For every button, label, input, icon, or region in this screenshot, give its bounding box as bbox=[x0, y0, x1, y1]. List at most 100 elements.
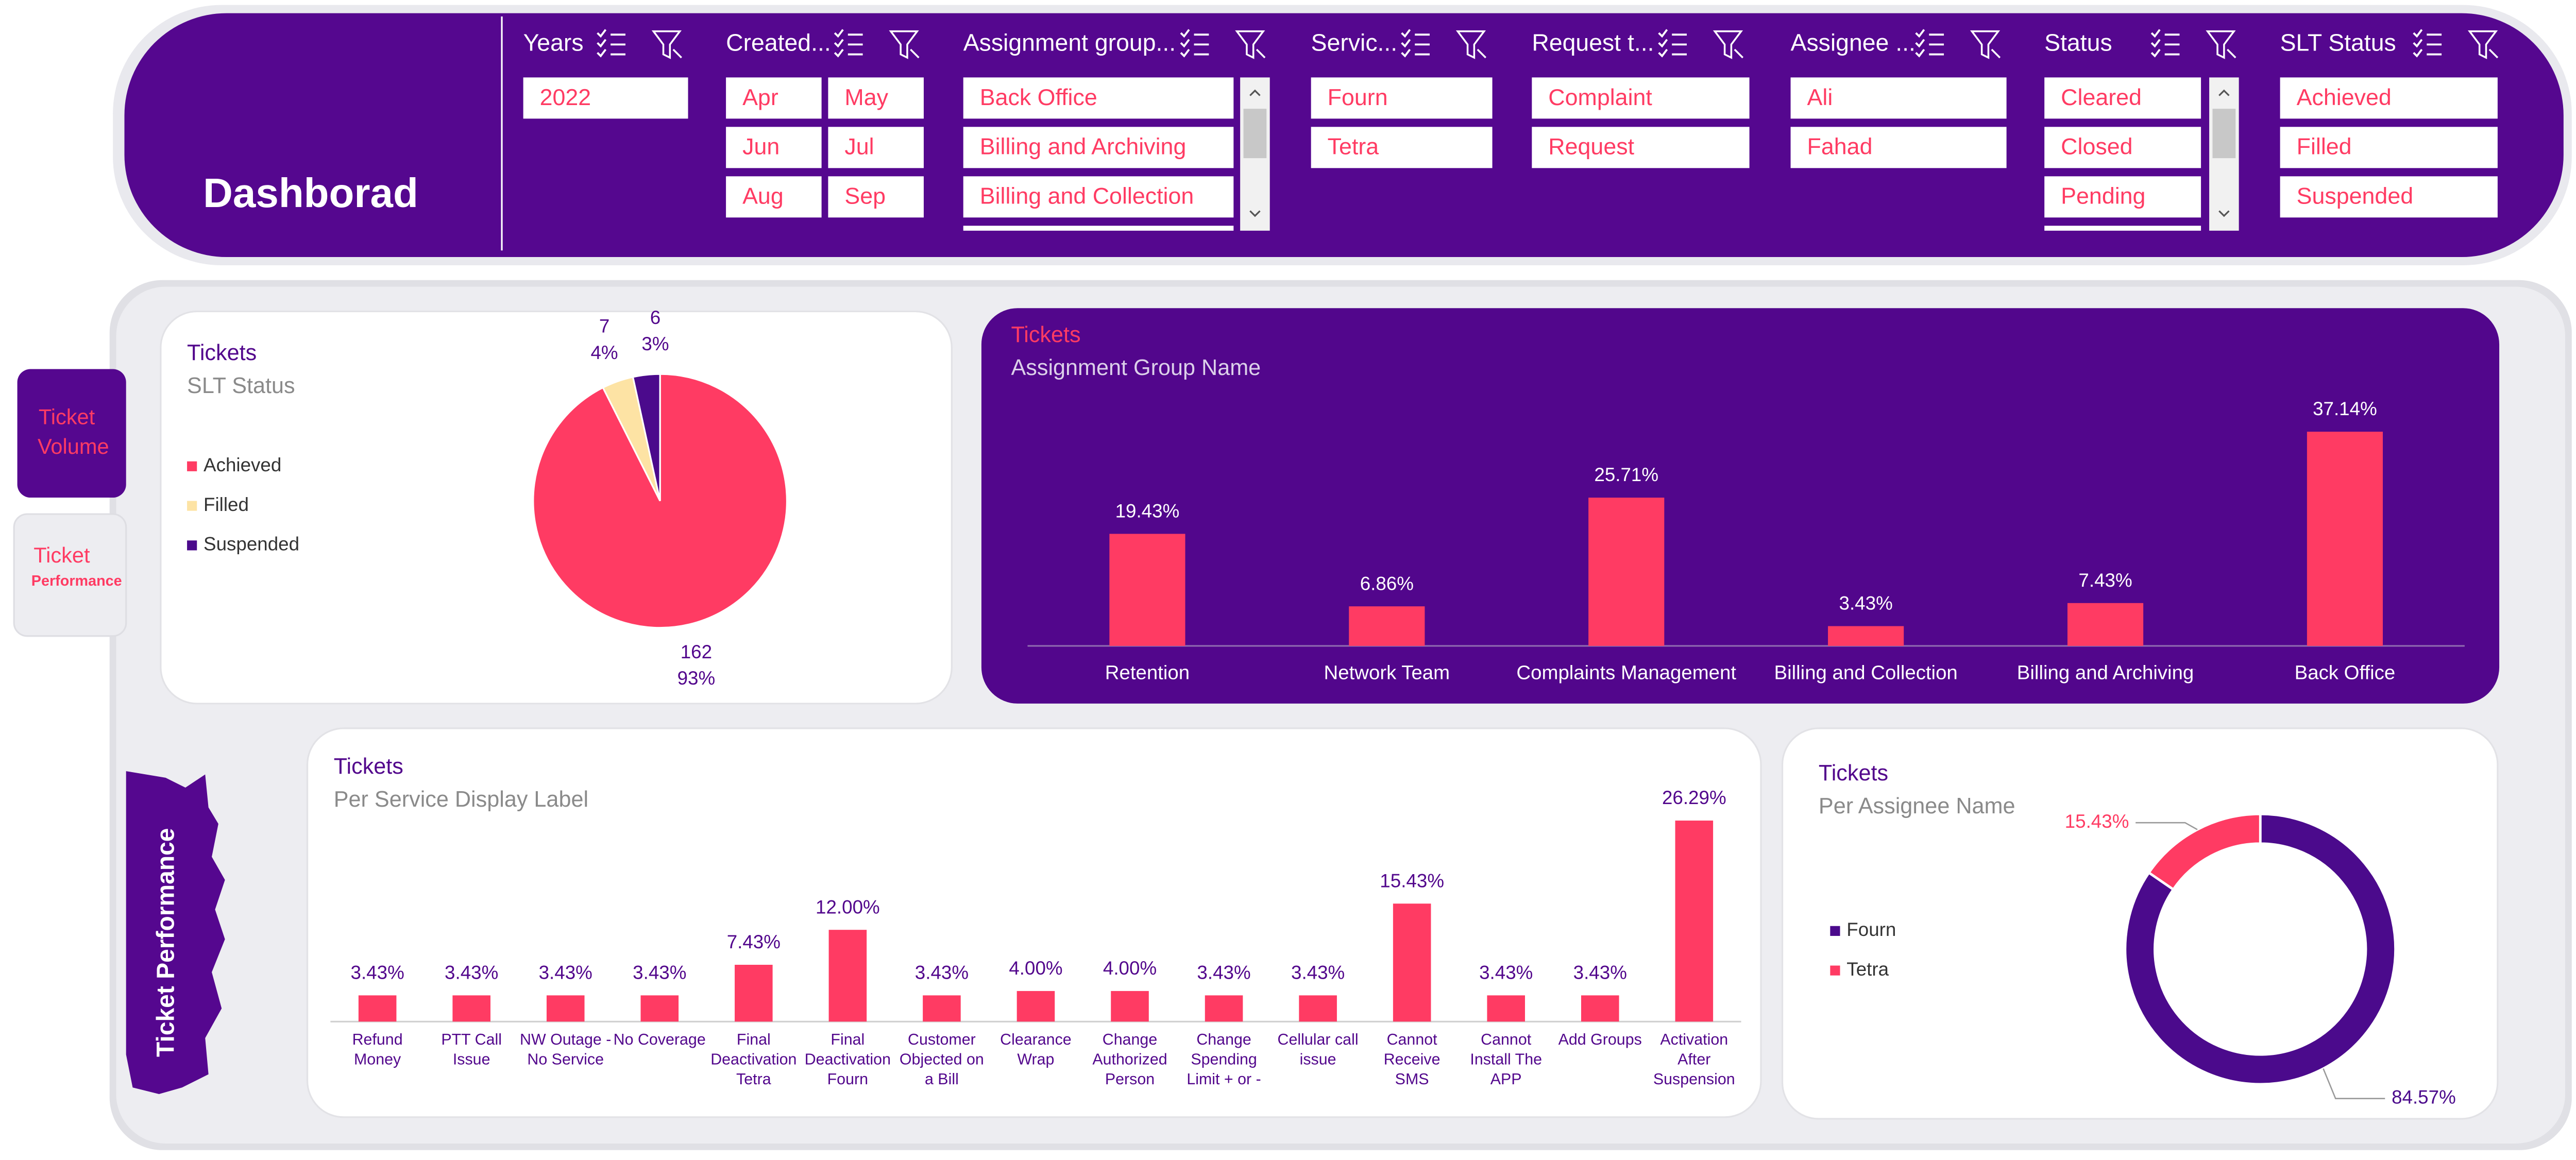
slicer-item-label[interactable]: Jun bbox=[742, 134, 779, 160]
filter-clear[interactable] bbox=[1991, 48, 2001, 59]
slicer-item-label[interactable]: Filled bbox=[2297, 134, 2352, 160]
slicer-item-label[interactable]: Ali bbox=[1807, 84, 1833, 110]
icon-check[interactable] bbox=[1915, 48, 1925, 58]
slicer-item[interactable] bbox=[1790, 127, 2007, 168]
slicer-item[interactable] bbox=[963, 176, 1234, 218]
icon-check[interactable] bbox=[834, 48, 844, 58]
slicer-item[interactable] bbox=[1790, 77, 2007, 119]
scroll-up[interactable] bbox=[2218, 89, 2230, 96]
slicer-item[interactable] bbox=[523, 77, 688, 119]
slicer-item-label[interactable]: Billing and Collection bbox=[980, 183, 1194, 209]
icon-check[interactable] bbox=[1180, 29, 1190, 38]
tab-label[interactable]: Performance bbox=[31, 573, 122, 589]
slicer-item[interactable] bbox=[2280, 176, 2498, 218]
slicer-item-label[interactable]: Aug bbox=[742, 183, 784, 209]
filter-icon[interactable] bbox=[2206, 30, 2236, 59]
slicer-item[interactable] bbox=[963, 127, 1234, 168]
scroll-down[interactable] bbox=[2218, 210, 2230, 217]
icon-check[interactable] bbox=[834, 39, 844, 48]
scroll-up[interactable] bbox=[1249, 89, 1261, 96]
slicer-item[interactable] bbox=[2044, 176, 2201, 218]
tab-volume[interactable] bbox=[17, 369, 126, 498]
icon-check[interactable] bbox=[597, 48, 607, 58]
icon-check[interactable] bbox=[2150, 48, 2161, 58]
slicer-item-label[interactable]: Achieved bbox=[2297, 84, 2392, 110]
slicer-item-label[interactable]: Back Office bbox=[980, 84, 1097, 110]
slicer-item-label[interactable]: Request bbox=[1548, 134, 1634, 160]
icon-check[interactable] bbox=[1915, 39, 1925, 48]
slicer-item-label[interactable]: Closed bbox=[2061, 134, 2132, 160]
filter-icon[interactable] bbox=[1970, 30, 2001, 59]
slicer-item-label[interactable]: Suspended bbox=[2297, 183, 2414, 209]
slicer-item[interactable] bbox=[1311, 127, 1493, 168]
filter-clear[interactable] bbox=[1477, 48, 1487, 59]
icon-check[interactable] bbox=[597, 39, 607, 48]
slicer-item[interactable] bbox=[726, 127, 822, 168]
slicer-item-label[interactable]: Billing and Archiving bbox=[980, 134, 1187, 160]
icon-check[interactable] bbox=[1401, 48, 1411, 58]
icon-check[interactable] bbox=[1180, 39, 1190, 48]
icon-check[interactable] bbox=[2150, 39, 2161, 48]
slicer-item-label[interactable]: Apr bbox=[742, 84, 778, 110]
filter-icon[interactable] bbox=[651, 30, 682, 59]
slicer-item[interactable] bbox=[2044, 127, 2201, 168]
slicer-item[interactable] bbox=[963, 77, 1234, 119]
tab-label[interactable]: Ticket bbox=[33, 543, 90, 567]
slicer-item-label[interactable]: Pending bbox=[2061, 183, 2145, 209]
scroll-thumb[interactable] bbox=[2212, 109, 2236, 159]
icon-check[interactable] bbox=[834, 29, 844, 38]
filter-clear[interactable] bbox=[910, 48, 920, 59]
slicer-item[interactable] bbox=[2044, 77, 2201, 119]
slicer-item[interactable] bbox=[1532, 77, 1750, 119]
slicer-item[interactable] bbox=[1532, 127, 1750, 168]
slicer-item-label[interactable]: Fahad bbox=[1807, 134, 1873, 160]
slicer-item[interactable] bbox=[2280, 127, 2498, 168]
filter-clear[interactable] bbox=[2227, 48, 2236, 59]
filter-icon[interactable] bbox=[2467, 30, 2498, 59]
slicer-item[interactable] bbox=[828, 127, 924, 168]
x-tick-label: Add Groups bbox=[1558, 1031, 1642, 1050]
icon-check[interactable] bbox=[1401, 29, 1411, 38]
icon-check[interactable] bbox=[1658, 48, 1668, 58]
tab-label[interactable]: Ticket bbox=[39, 404, 95, 429]
scroll-down[interactable] bbox=[1249, 210, 1261, 217]
filter-icon[interactable] bbox=[1235, 30, 1265, 59]
filter-clear[interactable] bbox=[1256, 48, 1266, 59]
icon-check[interactable] bbox=[2413, 29, 2423, 38]
slicer-item[interactable] bbox=[828, 77, 924, 119]
scroll-thumb[interactable] bbox=[1243, 109, 1267, 159]
icon-check[interactable] bbox=[1915, 29, 1925, 38]
slicer-item[interactable] bbox=[726, 77, 822, 119]
slicer-item-label[interactable]: 2022 bbox=[540, 84, 591, 110]
slicer-item[interactable] bbox=[2280, 77, 2498, 119]
slicer-item-label[interactable]: Cleared bbox=[2061, 84, 2142, 110]
slicer-item-label[interactable]: Tetra bbox=[1328, 134, 1379, 160]
data-label: 7 bbox=[599, 316, 609, 337]
icon-check[interactable] bbox=[1180, 48, 1190, 58]
slicer-item[interactable] bbox=[828, 176, 924, 218]
icon-check[interactable] bbox=[2150, 29, 2161, 38]
slicer-item-label[interactable]: May bbox=[844, 84, 888, 110]
slicer-item-label[interactable]: Sep bbox=[844, 183, 886, 209]
slicer-item[interactable] bbox=[726, 176, 822, 218]
icon-check[interactable] bbox=[2413, 39, 2423, 48]
chart-title: Tickets bbox=[187, 340, 257, 365]
filter-clear[interactable] bbox=[2488, 48, 2499, 59]
icon-check[interactable] bbox=[2413, 48, 2423, 58]
slicer-item[interactable] bbox=[1311, 77, 1493, 119]
tab-performance[interactable] bbox=[13, 513, 127, 637]
slicer-item-label[interactable]: Jul bbox=[844, 134, 874, 160]
filter-icon[interactable] bbox=[1455, 30, 1486, 59]
filter-icon[interactable] bbox=[1713, 30, 1743, 59]
icon-check[interactable] bbox=[1401, 39, 1411, 48]
filter-clear[interactable] bbox=[672, 48, 682, 59]
filter-icon[interactable] bbox=[889, 30, 919, 59]
icon-check[interactable] bbox=[597, 29, 607, 38]
filter-clear[interactable] bbox=[1734, 48, 1744, 59]
icon-check[interactable] bbox=[1658, 39, 1668, 48]
slicer-item-label[interactable]: Fourn bbox=[1328, 84, 1388, 110]
icon-check[interactable] bbox=[1658, 29, 1668, 38]
slicer-item-label[interactable]: Complaint bbox=[1548, 84, 1652, 110]
tab-label[interactable]: Volume bbox=[38, 434, 109, 458]
